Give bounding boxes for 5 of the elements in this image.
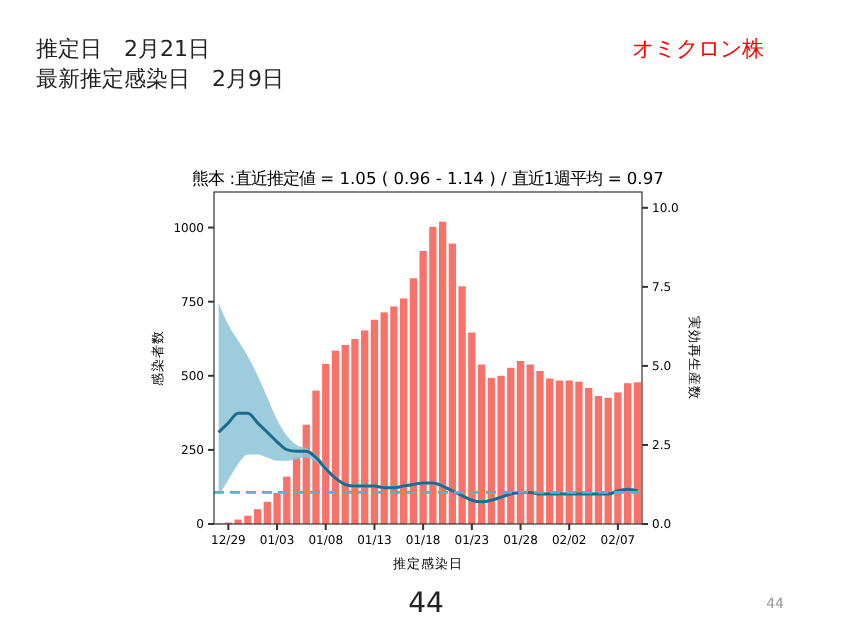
text: 推定日 2月21日 [36, 36, 210, 62]
text: 44 [408, 588, 444, 620]
chart-title: 熊本 :直近推定値 = 1.05 ( 0.96 - 1.14 ) / 直近1週平均 = 0.97 [192, 168, 664, 188]
text: 最新推定感染日 2月9日 [36, 66, 284, 92]
text: オミクロン株 [632, 36, 764, 62]
